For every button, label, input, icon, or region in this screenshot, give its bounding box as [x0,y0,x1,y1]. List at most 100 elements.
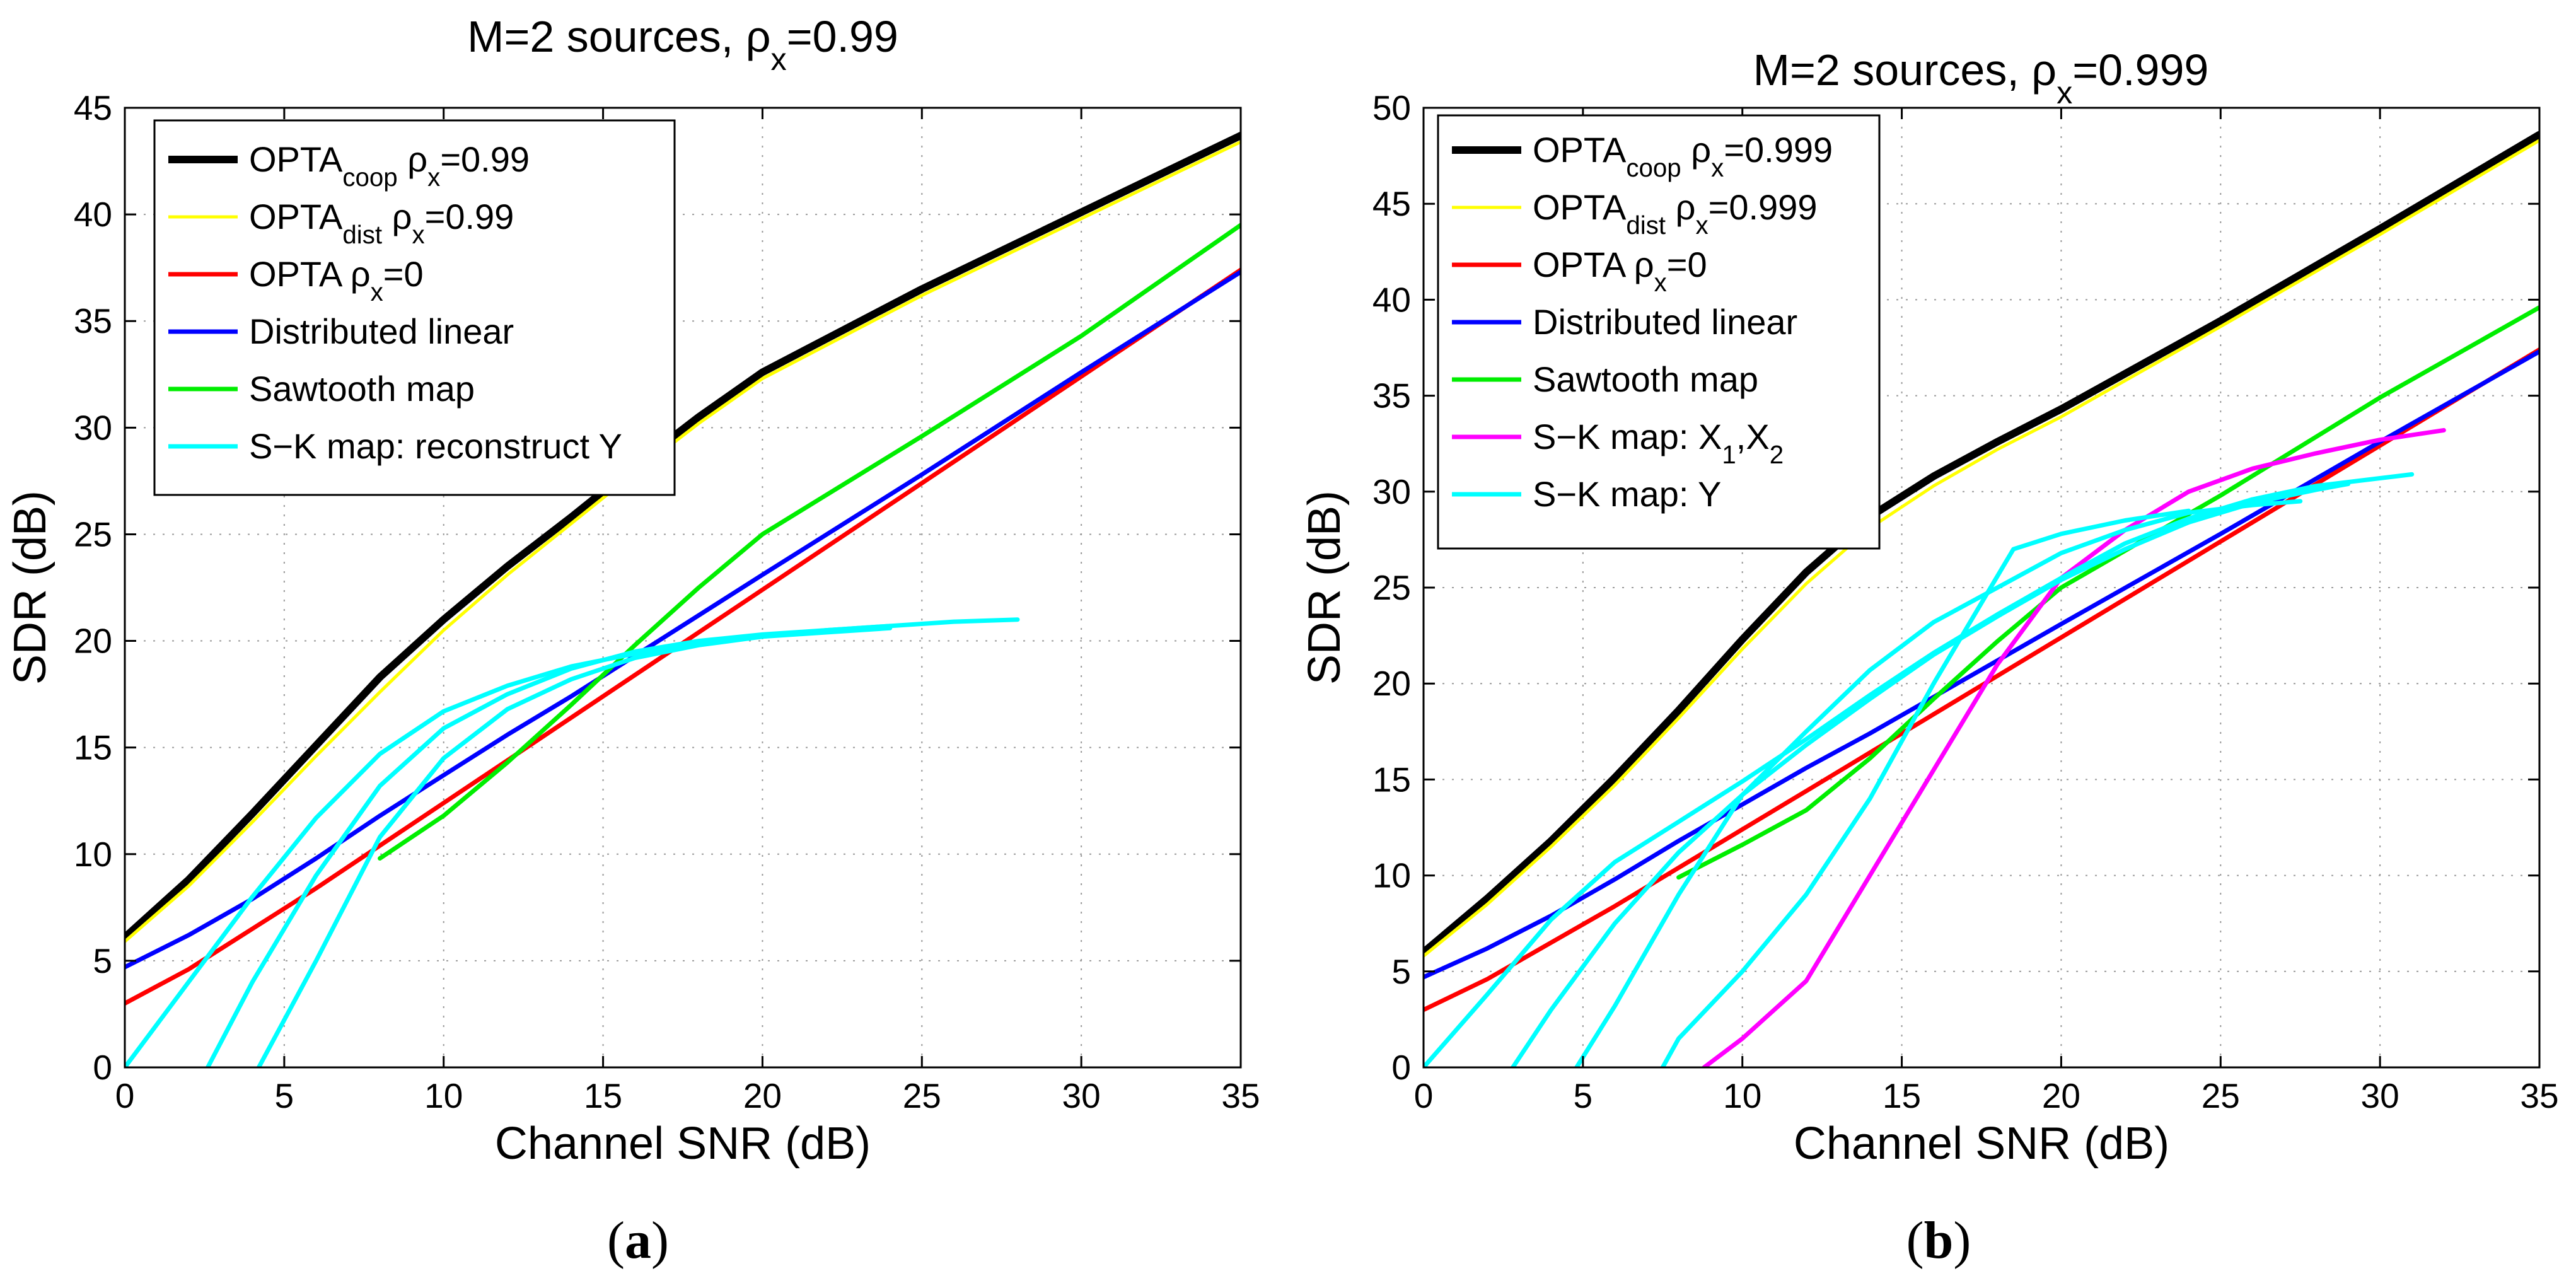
series-line-opta-x-0 [125,267,1241,1006]
legend-entry-part: =0 [383,254,424,294]
series-line-unlabeled-7 [256,625,893,1067]
x-tick-label: 5 [275,1076,294,1115]
x-tick-label: 15 [1883,1076,1921,1115]
legend-entry-part: Distributed linear [249,311,514,351]
y-tick-label: 40 [74,195,112,234]
y-tick-label: 20 [1372,664,1411,703]
chart-panel-b: 0 5 10 15 20 25 30 35 0 5 10 15 20 25 30 35 40 45 50 Channe… [1299,45,2559,1270]
panel-label-paren: ( [607,1211,625,1270]
chart-title-sub: x [771,41,787,77]
y-tick-label: 15 [1372,760,1411,799]
legend-box [1437,114,1881,550]
legend-entry-part: OPTA [1533,187,1627,227]
panel-label-paren: ) [651,1211,669,1270]
legend-entry-part: 2 [1770,440,1784,469]
legend-entry-part: coop [1626,153,1681,182]
series-line-sawtooth-map [378,223,1241,861]
legend-entry-part: x [371,277,383,306]
series-line-unlabeled-6 [206,624,893,1067]
legend-entry-part: x [1711,153,1724,182]
y-tick-label: 0 [1391,1048,1411,1087]
plot-area [124,107,1242,1069]
y-tick-label: 5 [1391,952,1411,991]
series-line-distributed-linear [125,269,1241,970]
legend-entry-part: coop [342,163,397,192]
x-tick-label: 20 [2042,1076,2080,1115]
series-line-optacoop-x-0-99 [125,132,1241,941]
y-tick-label: 40 [1372,280,1411,319]
y-tick-label: 25 [1372,568,1411,607]
legend-entry-part: ,X [1736,417,1770,456]
legend-entry-part: =0 [1667,245,1707,284]
chart-title-sub: x [2057,74,2072,110]
chart-title-main: M=2 sources, ρ [1753,45,2057,95]
legend-entry-part: ρ [1666,187,1695,227]
legend-entry: S−K map: X1,X2 [1533,417,1784,469]
ticks: 0 5 10 15 20 25 30 35 0 5 10 15 20 25 30 35 40 45 50 [1372,88,2559,1115]
x-tick-label: 35 [2520,1076,2558,1115]
chart-panel-a: 0 5 10 15 20 25 30 35 0 5 10 15 20 25 30 35 40 45 Channel … [5,12,1260,1270]
legend-entry-part: S−K map: reconstruct Y [249,426,622,466]
y-tick-label: 50 [1372,88,1411,127]
panel-label: (a) [607,1211,669,1270]
legend-entry-part: S−K map: X [1533,417,1722,456]
legend-entry-part: S−K map: Y [1533,474,1721,514]
legend-entry-part: Sawtooth map [249,369,475,409]
legend-entry-part: dist [342,220,382,249]
y-axis-label: SDR (dB) [1299,491,1350,685]
legend-entry: Sawtooth map [1533,359,1758,399]
series-line-unlabeled-9 [1660,508,2191,1067]
panel-label-paren: ( [1906,1211,1924,1270]
legend-entry-part: =0.99 [425,197,514,236]
y-tick-label: 10 [74,835,112,874]
legend-entry-part: OPTA ρ [249,254,371,294]
legend-entry-part: x [1695,211,1708,240]
y-tick-label: 30 [74,408,112,447]
panel-label-paren: ) [1953,1211,1971,1270]
y-tick-label: 30 [1372,472,1411,511]
legend-entry-part: =0.999 [1724,130,1833,170]
y-tick-label: 25 [74,514,112,554]
x-tick-label: 30 [2361,1076,2399,1115]
x-tick-label: 25 [2202,1076,2240,1115]
chart-title: M=2 sources, ρx=0.99 [467,12,898,77]
legend-entry: Sawtooth map [249,369,475,409]
legend-entry: S−K map: reconstruct Y [249,426,622,466]
series-line-optadist-x-0-99 [125,140,1241,943]
legend-entry: OPTAcoop ρx=0.99 [249,139,530,192]
x-axis-label: Channel SNR (dB) [1794,1118,2169,1169]
y-axis-label: SDR (dB) [5,491,55,685]
y-tick-label: 15 [74,728,112,767]
legend-entry-part: OPTA ρ [1533,245,1654,284]
legend-entry-part: x [1654,268,1667,297]
series-line-opta-x-0 [1424,347,2539,1013]
series-lines [125,132,1241,1067]
legend-entry-part: Sawtooth map [1533,359,1758,399]
legend-entry: OPTAdist ρx=0.999 [1533,187,1817,240]
legend-entry-part: ρ [1681,130,1711,170]
legend-entry: OPTAdist ρx=0.99 [249,197,514,249]
y-tick-label: 20 [74,622,112,661]
x-tick-label: 25 [903,1076,941,1115]
panel-label-letter: b [1924,1211,1954,1270]
legend-entry: OPTA ρx=0 [1533,245,1707,297]
x-axis-label: Channel SNR (dB) [495,1118,871,1169]
x-tick-label: 15 [584,1076,622,1115]
series-line-s-k-map-reconstruct-y [125,617,1020,1067]
x-tick-label: 20 [743,1076,782,1115]
chart-title-tail: =0.99 [787,12,898,61]
legend-entry: Distributed linear [1533,302,1797,342]
legend-entry-part: =0.999 [1709,187,1818,227]
legend-box [153,119,676,496]
ticks: 0 5 10 15 20 25 30 35 0 5 10 15 20 25 30 35 40 45 [74,88,1260,1115]
legend-entry-part: dist [1626,211,1666,240]
y-tick-label: 0 [93,1048,112,1087]
panel-label-letter: a [625,1211,651,1270]
x-tick-label: 0 [115,1076,135,1115]
legend-entry: Distributed linear [249,311,514,351]
legend-entry-part: x [412,220,424,249]
y-tick-label: 45 [74,88,112,127]
